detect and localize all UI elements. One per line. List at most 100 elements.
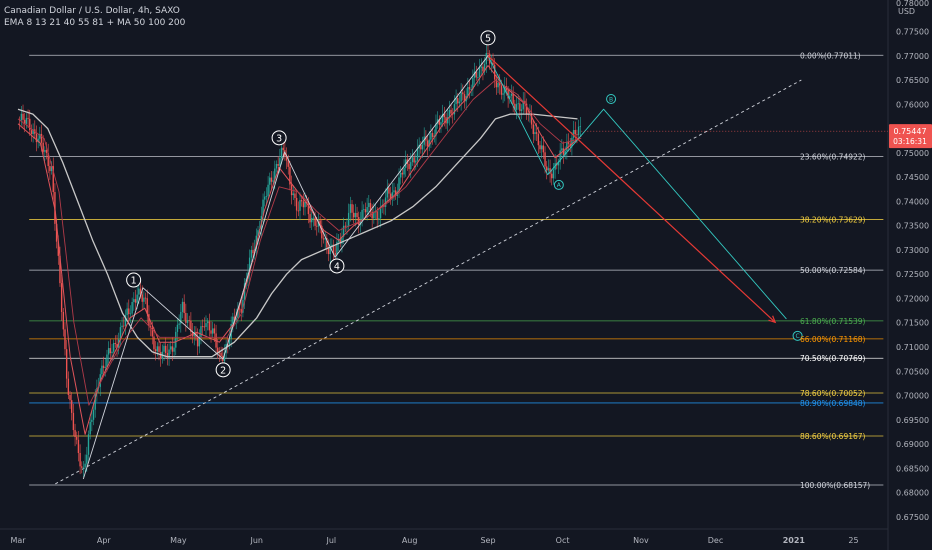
candle-body xyxy=(79,452,81,467)
candle-body xyxy=(433,135,435,137)
corrective-wave-path xyxy=(487,55,787,320)
candle-body xyxy=(307,202,310,215)
wave-label-text: C xyxy=(795,333,799,340)
wave-labels[interactable]: 1 2 3 4 5 A B C xyxy=(126,30,803,378)
candle-body xyxy=(212,328,214,334)
time-axis[interactable]: Mar Apr May Jun Jul Aug Sep Oct Nov Dec 2021 25 xyxy=(0,528,888,545)
candle-body xyxy=(178,323,180,325)
fib-level-label: 50.00%(0.72584) xyxy=(800,266,866,275)
candle-body xyxy=(349,204,352,213)
candle-body xyxy=(242,299,244,313)
candle-body xyxy=(430,133,432,140)
candle-body xyxy=(196,337,199,347)
candle-body xyxy=(274,168,276,181)
price-tick-label: 0.75000 xyxy=(896,149,929,158)
candle-body xyxy=(540,145,543,150)
candle-body xyxy=(300,200,303,202)
candle-body xyxy=(416,148,419,161)
candle-body xyxy=(358,217,360,225)
candle-body xyxy=(148,314,150,327)
time-tick-label: Mar xyxy=(10,536,26,545)
wave-label-circle[interactable] xyxy=(480,30,496,46)
wave-label-circle[interactable] xyxy=(215,362,231,378)
candle-body xyxy=(403,167,405,175)
candle-body xyxy=(62,311,65,330)
wave-label-circle[interactable] xyxy=(271,130,287,146)
candle-body xyxy=(324,237,326,240)
candle-body xyxy=(206,321,209,324)
candle-body xyxy=(188,320,190,321)
candle-body xyxy=(294,193,296,198)
candle-body xyxy=(571,137,573,147)
candle-body xyxy=(136,294,138,303)
symbol-title[interactable]: Canadian Dollar / U.S. Dollar, 4h, SAXO xyxy=(4,6,180,16)
candle-body xyxy=(128,308,130,315)
candle-body xyxy=(64,329,66,350)
candle-body xyxy=(292,193,294,196)
candle-body xyxy=(126,308,128,316)
candle-body xyxy=(205,323,207,328)
candle-body xyxy=(334,253,336,255)
current-price-badge[interactable] xyxy=(889,124,932,149)
candle-body xyxy=(497,83,499,88)
candle-body xyxy=(431,133,434,137)
candle-body xyxy=(104,367,106,368)
candle-body xyxy=(388,187,390,194)
candle-body xyxy=(302,201,305,208)
candle-body xyxy=(295,197,298,211)
wave-label-text: A xyxy=(557,182,562,189)
candle-body xyxy=(514,103,516,110)
candle-body xyxy=(399,172,402,178)
candle-body xyxy=(165,345,167,354)
indicator-legend[interactable]: EMA 8 13 21 40 55 81 + MA 50 100 200 xyxy=(4,18,186,28)
candle-body xyxy=(114,343,117,344)
candle-body xyxy=(131,302,133,314)
elliott-wave-drawings[interactable] xyxy=(82,55,787,480)
ema-fast-line xyxy=(17,65,582,435)
candle-body xyxy=(393,190,395,193)
projection-arrow-line[interactable] xyxy=(487,55,776,323)
fibonacci-levels[interactable] xyxy=(29,54,884,486)
wave-label-circle[interactable] xyxy=(553,179,564,190)
wave-label-circle[interactable] xyxy=(126,272,142,288)
time-tick-label: Oct xyxy=(556,536,570,545)
candle-body xyxy=(159,352,162,359)
wave-label-circle[interactable] xyxy=(329,258,345,274)
projection-arrow-head[interactable] xyxy=(768,315,777,324)
candle-body xyxy=(71,400,73,413)
candle-body xyxy=(42,142,44,152)
candle-body xyxy=(306,201,308,203)
candle-body xyxy=(158,346,160,353)
candle-body xyxy=(354,212,357,218)
candle-body xyxy=(250,249,253,258)
price-tick-label: 0.77500 xyxy=(896,28,929,37)
candle-body xyxy=(326,237,328,248)
candle-body xyxy=(280,147,283,159)
wave-label-circle[interactable] xyxy=(792,330,803,341)
candle-body xyxy=(426,140,429,147)
candle-body xyxy=(344,225,347,227)
candle-body xyxy=(279,158,281,166)
price-tick-label: 0.76000 xyxy=(896,100,929,109)
candle-body xyxy=(552,169,555,179)
candle-body xyxy=(151,327,153,337)
fib-level-label: 80.90%(0.69848) xyxy=(800,399,866,408)
candle-body xyxy=(72,412,75,431)
candle-body xyxy=(217,347,219,353)
fib-level-label: 23.60%(0.74922) xyxy=(800,153,866,162)
price-unit-label: USD xyxy=(898,7,915,16)
candle-body xyxy=(522,100,524,110)
candle-body xyxy=(368,202,370,208)
wave-label-circle[interactable] xyxy=(606,94,617,105)
candle-body xyxy=(129,313,132,315)
fib-level-label: 100.00%(0.68157) xyxy=(800,481,870,490)
candle-body xyxy=(198,337,200,347)
candle-body xyxy=(269,177,271,185)
candle-body xyxy=(441,114,444,123)
candle-body xyxy=(237,308,239,318)
candle-body xyxy=(576,134,578,136)
candle-body xyxy=(483,64,486,72)
candle-body xyxy=(203,326,206,328)
